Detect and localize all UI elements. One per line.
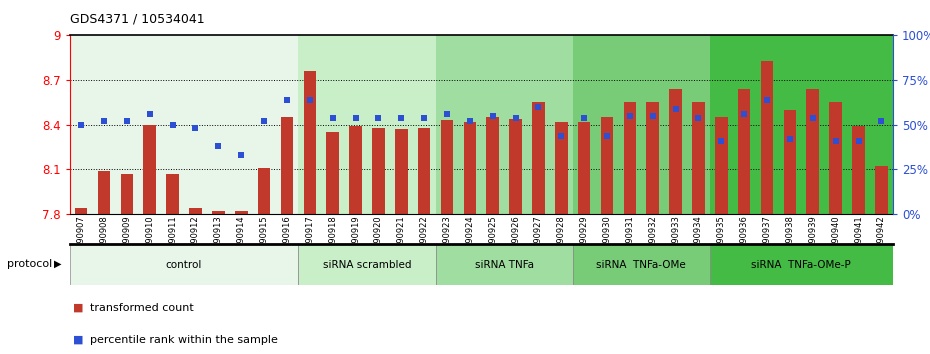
Point — [211, 143, 226, 149]
Bar — [573, 244, 710, 285]
Point — [829, 138, 844, 144]
Bar — [601, 117, 613, 214]
Point — [851, 138, 866, 144]
Bar — [372, 128, 385, 214]
Point — [622, 113, 637, 119]
Bar — [212, 211, 225, 214]
Bar — [573, 35, 710, 214]
Point — [302, 97, 317, 103]
Point — [233, 152, 248, 158]
Bar — [75, 208, 87, 214]
Bar — [578, 122, 591, 214]
Point — [440, 111, 455, 117]
Bar — [299, 244, 435, 285]
Bar — [235, 211, 247, 214]
Bar — [258, 168, 271, 214]
Bar — [532, 102, 545, 214]
Bar — [510, 119, 522, 214]
Bar — [852, 126, 865, 214]
Bar — [281, 117, 293, 214]
Point — [782, 136, 797, 142]
Bar — [830, 102, 842, 214]
Text: ▶: ▶ — [54, 259, 61, 269]
Point — [691, 115, 706, 120]
Point — [462, 118, 477, 124]
Bar — [710, 244, 893, 285]
Point — [714, 138, 729, 144]
Bar — [326, 132, 339, 214]
Bar — [784, 110, 796, 214]
Bar — [441, 120, 453, 214]
Bar — [737, 89, 751, 214]
Point — [97, 118, 112, 124]
Bar — [555, 122, 567, 214]
Text: siRNA TNFa: siRNA TNFa — [474, 259, 534, 270]
Bar — [189, 208, 202, 214]
Point — [508, 115, 523, 120]
Text: protocol: protocol — [7, 259, 53, 269]
Point — [577, 115, 591, 120]
Point — [257, 118, 272, 124]
Point — [73, 122, 88, 127]
Point — [737, 111, 751, 117]
Point — [142, 111, 157, 117]
Text: ■: ■ — [73, 335, 83, 345]
Bar — [692, 102, 705, 214]
Bar — [715, 117, 727, 214]
Bar — [98, 171, 111, 214]
Point — [188, 126, 203, 131]
Bar — [463, 122, 476, 214]
Bar — [395, 129, 407, 214]
Bar — [70, 35, 299, 214]
Text: transformed count: transformed count — [90, 303, 194, 313]
Bar — [166, 174, 179, 214]
Point — [668, 106, 683, 112]
Bar — [710, 35, 893, 214]
Bar — [624, 102, 636, 214]
Bar — [143, 125, 156, 214]
Point — [280, 97, 295, 103]
Bar — [121, 174, 133, 214]
Bar — [435, 244, 573, 285]
Text: siRNA scrambled: siRNA scrambled — [323, 259, 411, 270]
Point — [874, 118, 889, 124]
Bar — [350, 126, 362, 214]
Bar — [806, 89, 819, 214]
Bar — [299, 35, 435, 214]
Point — [119, 118, 134, 124]
Point — [805, 115, 820, 120]
Point — [326, 115, 340, 120]
Bar — [435, 35, 573, 214]
Bar — [303, 71, 316, 214]
Point — [485, 113, 500, 119]
Point — [600, 133, 615, 138]
Bar — [70, 244, 299, 285]
Point — [554, 133, 569, 138]
Point — [166, 122, 180, 127]
Text: siRNA  TNFa-OMe: siRNA TNFa-OMe — [596, 259, 686, 270]
Bar — [670, 89, 682, 214]
Point — [760, 97, 775, 103]
Bar — [875, 166, 887, 214]
Bar — [761, 61, 774, 214]
Bar — [486, 117, 499, 214]
Point — [417, 115, 432, 120]
Point — [348, 115, 363, 120]
Text: siRNA  TNFa-OMe-P: siRNA TNFa-OMe-P — [751, 259, 851, 270]
Text: control: control — [166, 259, 202, 270]
Point — [645, 113, 660, 119]
Point — [371, 115, 386, 120]
Bar — [418, 128, 431, 214]
Text: percentile rank within the sample: percentile rank within the sample — [90, 335, 278, 345]
Text: GDS4371 / 10534041: GDS4371 / 10534041 — [70, 12, 205, 25]
Bar — [646, 102, 659, 214]
Point — [393, 115, 408, 120]
Text: ■: ■ — [73, 303, 83, 313]
Point — [531, 104, 546, 110]
